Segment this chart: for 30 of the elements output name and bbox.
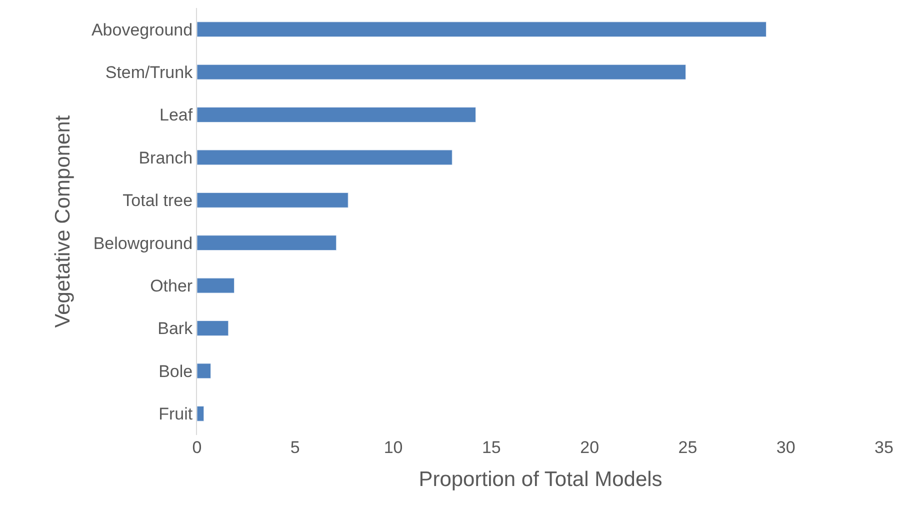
bar bbox=[197, 406, 204, 422]
x-axis-title: Proportion of Total Models bbox=[418, 468, 662, 492]
y-tick-label: Total tree bbox=[122, 191, 193, 210]
bar bbox=[197, 22, 766, 38]
x-tick-label: 15 bbox=[482, 438, 501, 457]
bar bbox=[197, 150, 452, 166]
x-tick-label: 35 bbox=[874, 438, 894, 457]
x-tick-label: 0 bbox=[192, 438, 202, 457]
y-tick-label: Stem/Trunk bbox=[105, 63, 194, 82]
y-tick-label: Fruit bbox=[158, 404, 193, 424]
bar bbox=[197, 235, 337, 251]
bar bbox=[197, 363, 211, 379]
bar bbox=[197, 107, 476, 122]
bar bbox=[197, 64, 686, 80]
x-tick-label: 5 bbox=[290, 438, 300, 457]
bar bbox=[197, 278, 235, 294]
y-tick-label: Leaf bbox=[160, 106, 193, 125]
x-tick-label: 10 bbox=[384, 438, 403, 457]
y-tick-label: Belowground bbox=[93, 234, 193, 253]
x-tick-label: 25 bbox=[678, 438, 698, 457]
y-tick-label: Aboveground bbox=[91, 20, 193, 40]
y-tick-label: Bark bbox=[158, 319, 194, 338]
x-tick-label: 20 bbox=[580, 438, 600, 457]
y-tick-label: Other bbox=[150, 276, 193, 296]
bar bbox=[197, 192, 348, 208]
bar bbox=[197, 320, 229, 336]
y-tick-label: Bole bbox=[158, 362, 193, 381]
x-tick-label: 30 bbox=[776, 438, 796, 457]
y-tick-label: Branch bbox=[138, 148, 193, 168]
y-axis-title: Vegetative Component bbox=[52, 115, 75, 328]
